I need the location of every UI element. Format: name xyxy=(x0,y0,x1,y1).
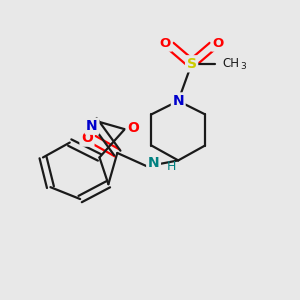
Text: O: O xyxy=(81,131,93,145)
Text: 3: 3 xyxy=(241,62,246,71)
Text: N: N xyxy=(172,94,184,108)
Text: O: O xyxy=(160,37,171,50)
Text: S: S xyxy=(187,57,196,71)
Text: N: N xyxy=(86,119,98,133)
Text: O: O xyxy=(212,37,224,50)
Text: N: N xyxy=(148,156,159,170)
Text: CH: CH xyxy=(223,57,240,70)
Text: H: H xyxy=(166,160,176,173)
Text: O: O xyxy=(127,121,139,135)
